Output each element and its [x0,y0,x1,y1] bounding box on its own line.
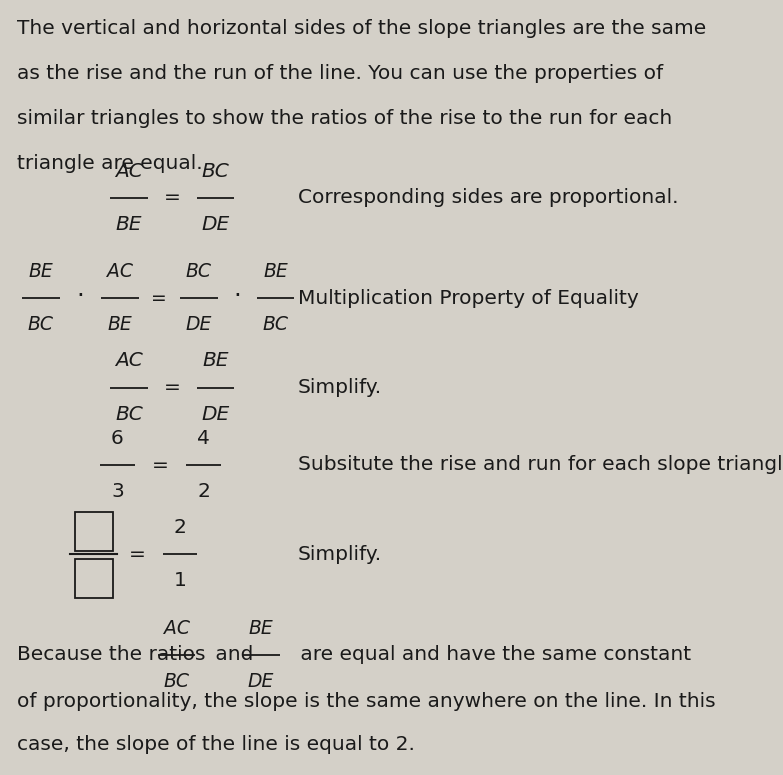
Text: 1: 1 [174,571,186,591]
Text: BE: BE [28,262,53,281]
Text: Simplify.: Simplify. [298,378,381,397]
Text: AC: AC [115,351,143,370]
Text: BC: BC [164,672,189,691]
Text: BE: BE [116,215,143,234]
Text: =: = [164,378,181,397]
Text: BC: BC [201,161,229,181]
Text: and: and [210,646,260,664]
Text: Subsitute the rise and run for each slope triangle.: Subsitute the rise and run for each slop… [298,456,783,474]
Text: case, the slope of the line is equal to 2.: case, the slope of the line is equal to … [17,735,415,753]
Text: DE: DE [186,315,212,335]
Text: DE: DE [201,405,229,424]
Text: 2: 2 [174,518,186,537]
Text: 3: 3 [111,482,124,501]
Text: BE: BE [202,351,229,370]
Text: The vertical and horizontal sides of the slope triangles are the same: The vertical and horizontal sides of the… [17,19,706,39]
Text: =: = [164,188,181,207]
Text: BC: BC [186,262,212,281]
Text: 6: 6 [111,429,124,448]
Text: Because the ratios: Because the ratios [17,646,212,664]
Text: DE: DE [201,215,229,234]
Text: BC: BC [262,315,289,335]
Text: Multiplication Property of Equality: Multiplication Property of Equality [298,289,638,308]
Text: Corresponding sides are proportional.: Corresponding sides are proportional. [298,188,678,207]
Text: =: = [151,289,167,308]
Text: triangle are equal.: triangle are equal. [17,154,203,174]
Text: as the rise and the run of the line. You can use the properties of: as the rise and the run of the line. You… [17,64,663,84]
Text: ·: · [77,284,85,308]
Text: AC: AC [106,262,133,281]
Text: AC: AC [164,618,189,638]
Text: =: = [128,545,146,563]
Text: ·: · [233,284,241,308]
Text: BC: BC [27,315,54,335]
Text: BE: BE [263,262,288,281]
Text: of proportionality, the slope is the same anywhere on the line. In this: of proportionality, the slope is the sam… [17,692,716,711]
Text: =: = [152,456,169,474]
Text: 2: 2 [197,482,210,501]
Text: 4: 4 [197,429,210,448]
Text: AC: AC [115,161,143,181]
Text: similar triangles to show the ratios of the rise to the run for each: similar triangles to show the ratios of … [17,109,673,129]
Text: are equal and have the same constant: are equal and have the same constant [294,646,691,664]
Text: BC: BC [115,405,143,424]
Text: BE: BE [248,618,273,638]
Text: Simplify.: Simplify. [298,545,381,563]
Text: DE: DE [247,672,274,691]
Text: BE: BE [107,315,132,335]
